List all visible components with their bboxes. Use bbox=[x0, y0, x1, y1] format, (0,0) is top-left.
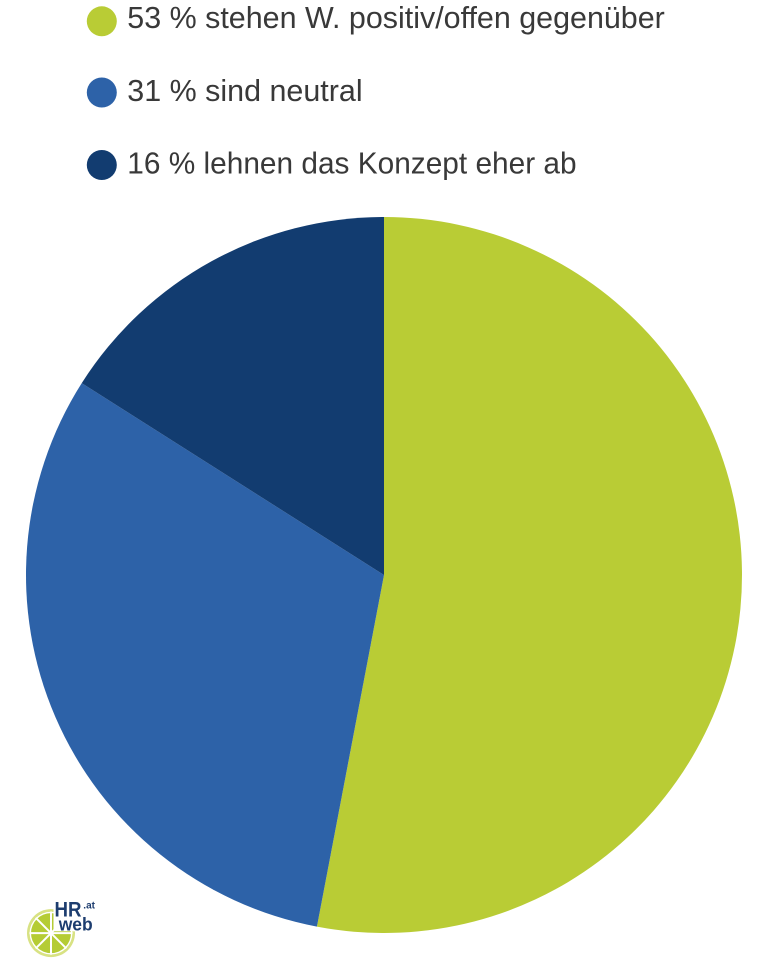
svg-text:31 % sind neutral: 31 % sind neutral bbox=[127, 74, 362, 108]
svg-text:web: web bbox=[58, 913, 93, 934]
svg-text:.at: .at bbox=[83, 901, 95, 912]
svg-text:16 % lehnen das Konzept eher a: 16 % lehnen das Konzept eher ab bbox=[127, 147, 576, 181]
svg-text:53 % stehen W. positiv/offen g: 53 % stehen W. positiv/offen gegenüber bbox=[127, 1, 665, 35]
svg-text:HR: HR bbox=[55, 898, 82, 921]
